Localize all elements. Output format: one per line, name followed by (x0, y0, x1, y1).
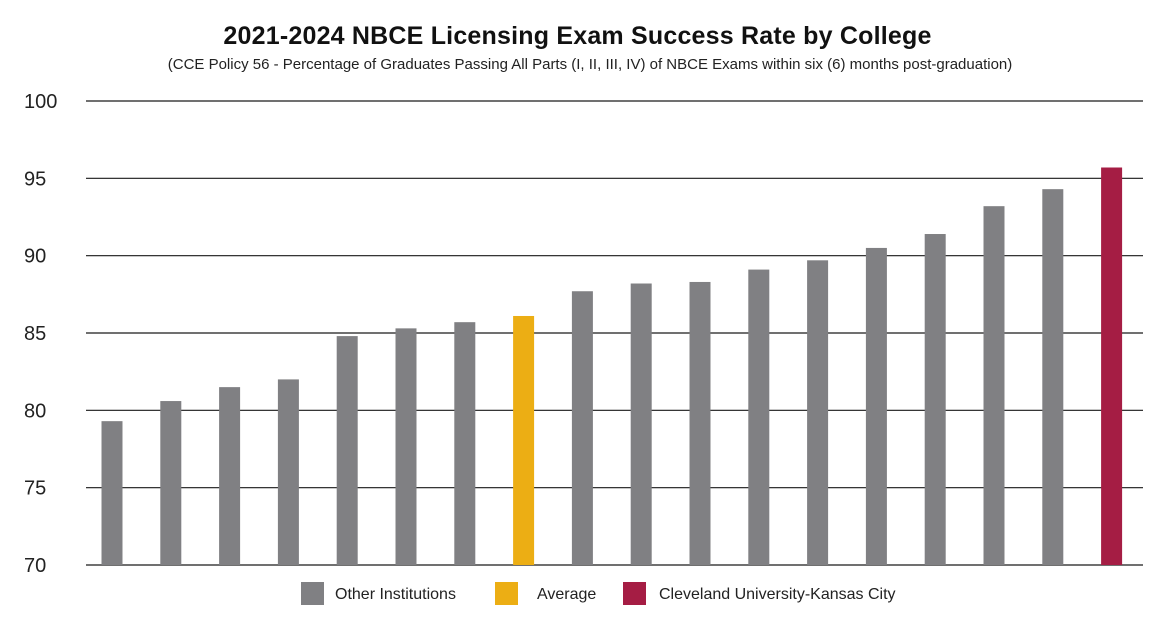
bar-other-16 (983, 206, 1005, 565)
bar-average-8 (513, 315, 535, 565)
bar-other-15 (924, 234, 946, 565)
legend-label-cleveland: Cleveland University-Kansas City (659, 586, 896, 603)
bar-other-7 (454, 322, 476, 565)
bar-other-6 (395, 328, 417, 565)
bar-other-13 (807, 260, 829, 565)
legend: Other Institutions Average Cleveland Unive… (301, 582, 896, 605)
bar-other-2 (160, 401, 182, 565)
chart-title: 2021-2024 NBCE Licensing Exam Success Ra… (223, 22, 932, 50)
bar-cleveland-18 (1101, 167, 1123, 566)
y-tick-label: 85 (24, 323, 46, 345)
y-tick-label: 90 (24, 246, 46, 268)
bar-other-4 (277, 379, 299, 565)
bar-other-14 (865, 247, 887, 565)
bar-other-12 (748, 269, 770, 565)
legend-label-average: Average (537, 586, 596, 603)
y-tick-label: 95 (24, 168, 46, 190)
y-tick-label: 75 (24, 478, 46, 500)
legend-swatch-average (495, 582, 518, 605)
y-tick-label: 100 (24, 91, 57, 113)
bar-other-9 (571, 291, 593, 565)
gridlines (86, 100, 1143, 566)
bars (101, 167, 1123, 566)
bar-other-3 (219, 387, 241, 565)
bar-other-10 (630, 283, 652, 565)
y-axis-ticks: 70 75 80 85 90 95 100 (24, 91, 57, 577)
bar-other-1 (101, 421, 123, 565)
y-tick-label: 80 (24, 400, 46, 422)
legend-swatch-cleveland (623, 582, 646, 605)
legend-label-other: Other Institutions (335, 586, 456, 603)
bar-other-5 (336, 336, 358, 565)
chart-subtitle: (CCE Policy 56 - Percentage of Graduates… (167, 56, 1013, 73)
bar-other-17 (1042, 189, 1064, 565)
bar-other-11 (689, 281, 711, 565)
y-tick-label: 70 (24, 555, 46, 577)
legend-swatch-other (301, 582, 324, 605)
